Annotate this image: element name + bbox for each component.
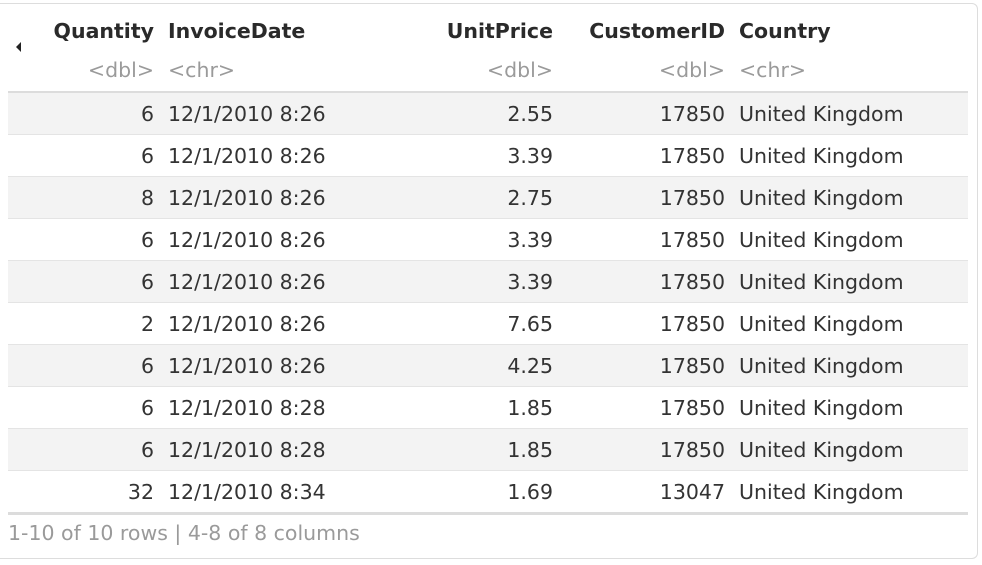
table-cell: 12/1/2010 8:26 [161, 260, 365, 303]
column-header[interactable]: Country [739, 18, 831, 43]
table-cell: 1.69 [365, 470, 560, 515]
table-cell: 13047 [560, 470, 732, 515]
table-cell: 32 [8, 470, 161, 515]
table-cell: United Kingdom [732, 134, 968, 177]
column-header[interactable]: InvoiceDate [168, 18, 306, 43]
table-row: 6 12/1/2010 8:26 3.39 17850 United Kingdom [8, 134, 968, 177]
table-cell: 17850 [560, 218, 732, 261]
table-cell: 2 [8, 302, 161, 345]
table-cell: 6 [8, 260, 161, 303]
table-cell: United Kingdom [732, 92, 968, 135]
table-cell: 7.65 [365, 302, 560, 345]
table-cell: 17850 [560, 344, 732, 387]
table-cell: 6 [8, 134, 161, 177]
table-cell: 12/1/2010 8:26 [161, 92, 365, 135]
column-header[interactable]: CustomerID [589, 18, 725, 43]
table-row: 2 12/1/2010 8:26 7.65 17850 United Kingdom [8, 302, 968, 345]
table-row: 6 12/1/2010 8:26 3.39 17850 United Kingdom [8, 260, 968, 303]
data-frame-viewer: Quantity InvoiceDate UnitPrice CustomerI… [0, 3, 978, 559]
column-header[interactable]: Quantity [53, 18, 154, 43]
table-cell: 12/1/2010 8:26 [161, 134, 365, 177]
table-cell: 12/1/2010 8:26 [161, 344, 365, 387]
table-cell: 12/1/2010 8:26 [161, 218, 365, 261]
table-cell: 12/1/2010 8:28 [161, 428, 365, 471]
table-cell: 2.55 [365, 92, 560, 135]
previous-columns-icon[interactable] [16, 42, 21, 52]
table-cell: 6 [8, 386, 161, 429]
table-cell: United Kingdom [732, 218, 968, 261]
table-cell: 1.85 [365, 428, 560, 471]
column-type: <dbl> [8, 49, 161, 93]
column-header-row: Quantity InvoiceDate UnitPrice CustomerI… [8, 12, 968, 49]
table-row: 6 12/1/2010 8:28 1.85 17850 United Kingdom [8, 428, 968, 471]
table-cell: United Kingdom [732, 386, 968, 429]
table-cell: 17850 [560, 428, 732, 471]
column-type: <dbl> [365, 49, 560, 93]
column-header[interactable]: UnitPrice [446, 18, 553, 43]
table-cell: 12/1/2010 8:26 [161, 302, 365, 345]
table-cell: 6 [8, 344, 161, 387]
table-cell: 17850 [560, 260, 732, 303]
table-cell: 2.75 [365, 176, 560, 219]
table-cell: United Kingdom [732, 428, 968, 471]
table-cell: 8 [8, 176, 161, 219]
table-cell: 12/1/2010 8:28 [161, 386, 365, 429]
table-cell: 3.39 [365, 260, 560, 303]
table-cell: United Kingdom [732, 344, 968, 387]
table-cell: 6 [8, 92, 161, 135]
column-type-row: <dbl> <chr> <dbl> <dbl> <chr> [8, 49, 968, 93]
column-type: <chr> [732, 49, 968, 93]
table-cell: United Kingdom [732, 470, 968, 515]
table-row: 6 12/1/2010 8:26 3.39 17850 United Kingdom [8, 218, 968, 261]
table-cell: 6 [8, 218, 161, 261]
table-row: 8 12/1/2010 8:26 2.75 17850 United Kingdom [8, 176, 968, 219]
table-row: 6 12/1/2010 8:26 4.25 17850 United Kingdom [8, 344, 968, 387]
table-cell: 6 [8, 428, 161, 471]
table-cell: 1.85 [365, 386, 560, 429]
table-cell: 3.39 [365, 134, 560, 177]
table-cell: 4.25 [365, 344, 560, 387]
column-type: <chr> [161, 49, 365, 93]
pagination-summary: 1-10 of 10 rows | 4-8 of 8 columns [8, 521, 360, 545]
table-cell: 17850 [560, 302, 732, 345]
table-cell: 17850 [560, 386, 732, 429]
table-cell: 3.39 [365, 218, 560, 261]
table-cell: 17850 [560, 134, 732, 177]
data-table: Quantity InvoiceDate UnitPrice CustomerI… [8, 12, 968, 515]
table-body: 6 12/1/2010 8:26 2.55 17850 United Kingdom 6 1… [8, 92, 968, 515]
table-cell: United Kingdom [732, 302, 968, 345]
table-row: 6 12/1/2010 8:28 1.85 17850 United Kingdom [8, 386, 968, 429]
table-cell: 12/1/2010 8:34 [161, 470, 365, 515]
table-cell: 12/1/2010 8:26 [161, 176, 365, 219]
table-cell: United Kingdom [732, 260, 968, 303]
table-cell: 17850 [560, 176, 732, 219]
table-row: 32 12/1/2010 8:34 1.69 13047 United Kingdom [8, 470, 968, 515]
column-type: <dbl> [560, 49, 732, 93]
table-cell: 17850 [560, 92, 732, 135]
table-row: 6 12/1/2010 8:26 2.55 17850 United Kingdom [8, 92, 968, 135]
table-cell: United Kingdom [732, 176, 968, 219]
